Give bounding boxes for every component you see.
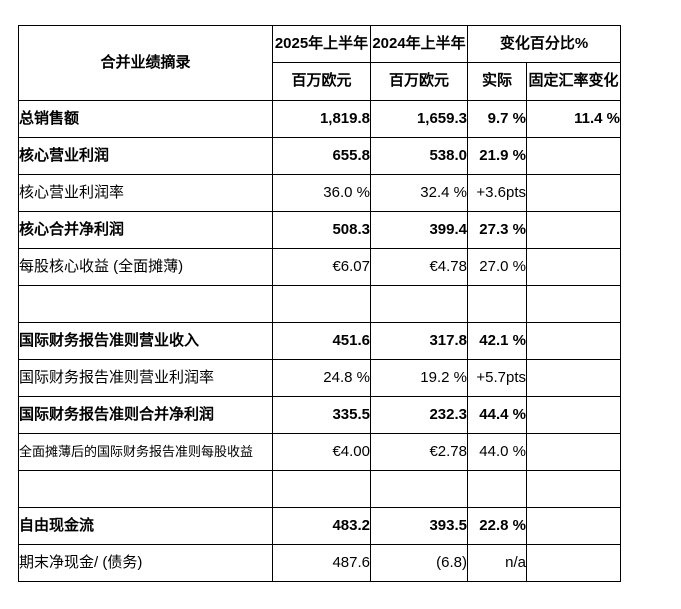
value-constant-fx: [526, 174, 621, 212]
value-2024: 399.4: [370, 211, 468, 249]
value-2025: 24.8 %: [272, 359, 371, 397]
value-constant-fx: [526, 211, 621, 249]
value-actual: 44.0 %: [467, 433, 527, 471]
value-actual: 27.3 %: [467, 211, 527, 249]
value-constant-fx: [526, 285, 621, 323]
table-body: 总销售额 1,819.8 1,659.3 9.7 % 11.4 % 核心营业利润…: [18, 100, 621, 582]
value-2025: 508.3: [272, 211, 371, 249]
value-2024: €2.78: [370, 433, 468, 471]
value-constant-fx: [526, 248, 621, 286]
row-label: 国际财务报告准则营业收入: [18, 322, 273, 360]
value-2024: 317.8: [370, 322, 468, 360]
row-label: 核心营业利润率: [18, 174, 273, 212]
financial-summary-table: 合并业绩摘录 2025年上半年 2024年上半年 变化百分比% 百万欧元 百万欧…: [18, 25, 621, 582]
value-2024: €4.78: [370, 248, 468, 286]
value-2025: [272, 285, 371, 323]
value-constant-fx: [526, 470, 621, 508]
table-row-core-eps: 每股核心收益 (全面摊薄) €6.07 €4.78 27.0 %: [18, 248, 621, 286]
value-actual: +3.6pts: [467, 174, 527, 212]
row-label: [18, 285, 273, 323]
table-row-ifrs-net-profit: 国际财务报告准则合并净利润 335.5 232.3 44.4 %: [18, 396, 621, 434]
value-2025: 1,819.8: [272, 100, 371, 138]
header-unit-2024: 百万欧元: [370, 62, 468, 101]
row-label: 核心合并净利润: [18, 211, 273, 249]
value-constant-fx: [526, 544, 621, 582]
value-2025: 335.5: [272, 396, 371, 434]
table-row-spacer: [18, 470, 621, 508]
header-actual: 实际: [467, 62, 527, 101]
table-row-spacer: [18, 285, 621, 323]
value-constant-fx: [526, 322, 621, 360]
row-label: 国际财务报告准则合并净利润: [18, 396, 273, 434]
row-label: 自由现金流: [18, 507, 273, 545]
value-2025: €4.00: [272, 433, 371, 471]
row-label: [18, 470, 273, 508]
value-2024: 32.4 %: [370, 174, 468, 212]
value-2024: 393.5: [370, 507, 468, 545]
value-2024: 538.0: [370, 137, 468, 175]
table-row-free-cash-flow: 自由现金流 483.2 393.5 22.8 %: [18, 507, 621, 545]
header-row-1: 合并业绩摘录 2025年上半年 2024年上半年 变化百分比%: [18, 25, 621, 101]
value-actual: 42.1 %: [467, 322, 527, 360]
value-2025: 36.0 %: [272, 174, 371, 212]
value-actual: 22.8 %: [467, 507, 527, 545]
row-label: 国际财务报告准则营业利润率: [18, 359, 273, 397]
row-label: 每股核心收益 (全面摊薄): [18, 248, 273, 286]
table-row-core-operating-profit: 核心营业利润 655.8 538.0 21.9 %: [18, 137, 621, 175]
row-label: 核心营业利润: [18, 137, 273, 175]
value-2025: €6.07: [272, 248, 371, 286]
value-2024: 19.2 %: [370, 359, 468, 397]
header-row-2: 百万欧元 百万欧元 实际 固定汇率变化: [19, 62, 621, 101]
row-label: 期末净现金/ (债务): [18, 544, 273, 582]
header-unit-2025: 百万欧元: [272, 62, 371, 101]
row-label: 全面摊薄后的国际财务报告准则每股收益: [18, 433, 273, 471]
header-constant-fx: 固定汇率变化: [526, 62, 621, 101]
value-2025: 483.2: [272, 507, 371, 545]
table-row-core-net-profit: 核心合并净利润 508.3 399.4 27.3 %: [18, 211, 621, 249]
table-row-net-cash-debt: 期末净现金/ (债务) 487.6 (6.8) n/a: [18, 544, 621, 582]
table-row-ifrs-revenue: 国际财务报告准则营业收入 451.6 317.8 42.1 %: [18, 322, 621, 360]
header-row-label: 合并业绩摘录: [18, 25, 273, 101]
value-actual: n/a: [467, 544, 527, 582]
value-actual: 9.7 %: [467, 100, 527, 138]
value-constant-fx: [526, 507, 621, 545]
value-constant-fx: [526, 359, 621, 397]
header-change-percent: 变化百分比%: [467, 25, 621, 63]
header-2025-h1: 2025年上半年: [272, 25, 371, 63]
value-constant-fx: [526, 396, 621, 434]
value-actual: [467, 470, 527, 508]
value-actual: 21.9 %: [467, 137, 527, 175]
table-header: 合并业绩摘录 2025年上半年 2024年上半年 变化百分比% 百万欧元 百万欧…: [18, 25, 621, 101]
value-2025: 655.8: [272, 137, 371, 175]
row-label: 总销售额: [18, 100, 273, 138]
table-row-total-sales: 总销售额 1,819.8 1,659.3 9.7 % 11.4 %: [18, 100, 621, 138]
value-constant-fx: 11.4 %: [526, 100, 621, 138]
value-2024: 1,659.3: [370, 100, 468, 138]
table-row-core-operating-margin: 核心营业利润率 36.0 % 32.4 % +3.6pts: [18, 174, 621, 212]
value-constant-fx: [526, 137, 621, 175]
value-2024: [370, 470, 468, 508]
value-actual: +5.7pts: [467, 359, 527, 397]
value-2024: (6.8): [370, 544, 468, 582]
value-actual: [467, 285, 527, 323]
value-constant-fx: [526, 433, 621, 471]
value-2024: 232.3: [370, 396, 468, 434]
header-2024-h1: 2024年上半年: [370, 25, 468, 63]
value-actual: 27.0 %: [467, 248, 527, 286]
table-row-ifrs-operating-margin: 国际财务报告准则营业利润率 24.8 % 19.2 % +5.7pts: [18, 359, 621, 397]
value-2025: 451.6: [272, 322, 371, 360]
value-2024: [370, 285, 468, 323]
table-row-ifrs-eps: 全面摊薄后的国际财务报告准则每股收益 €4.00 €2.78 44.0 %: [18, 433, 621, 471]
value-2025: 487.6: [272, 544, 371, 582]
value-actual: 44.4 %: [467, 396, 527, 434]
value-2025: [272, 470, 371, 508]
